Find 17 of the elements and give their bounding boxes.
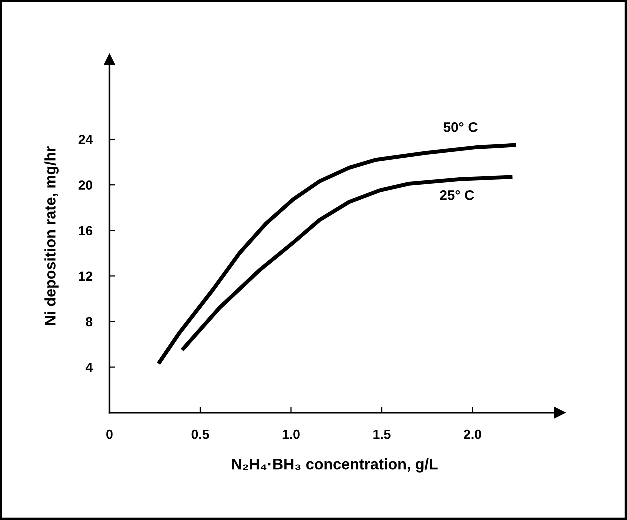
y-tick-label: 12	[79, 272, 93, 281]
y-axis-title: Ni deposition rate, mg/hr	[44, 146, 59, 326]
series-label: 25° C	[440, 190, 474, 200]
x-axis-title: N₂H₄·BH₃ concentration, g/L	[232, 458, 438, 473]
x-tick-label: 0.5	[192, 430, 210, 440]
y-tick-label: 20	[78, 180, 93, 190]
y-tick-label: 8	[86, 317, 93, 327]
x-tick-label: 0	[106, 430, 113, 440]
y-tick-label: 24	[78, 135, 93, 144]
x-tick-label: 1.0	[282, 430, 300, 440]
y-tick-label: 4	[86, 363, 93, 372]
x-tick-label: 2.0	[464, 430, 482, 440]
series-label: 50° C	[444, 122, 478, 132]
line-series	[156, 143, 518, 366]
x-tick-label: 1.5	[374, 430, 391, 440]
line-series	[180, 175, 515, 352]
y-tick-label: 16	[79, 226, 93, 236]
